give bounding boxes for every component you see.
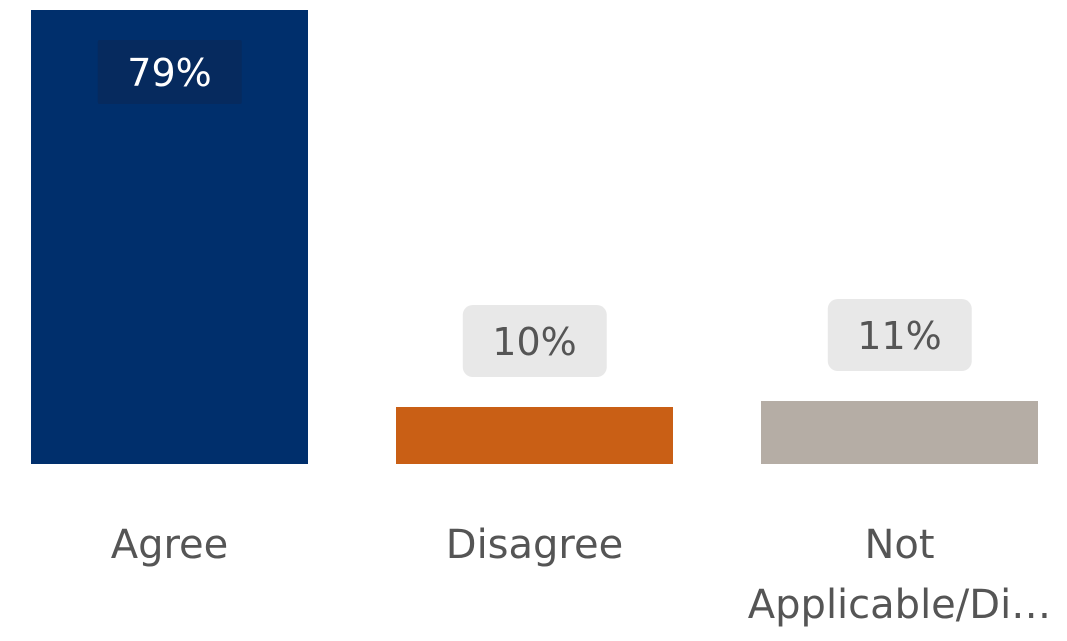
data-label: 11%	[827, 298, 972, 371]
data-label: 10%	[462, 304, 607, 377]
bar	[761, 400, 1038, 464]
x-tick-label: Agree	[110, 522, 229, 568]
bar	[396, 406, 673, 464]
x-tick-label: Not Applicable/Di…	[747, 522, 1052, 628]
data-label: 79%	[97, 39, 242, 104]
x-tick-label: Disagree	[445, 522, 624, 568]
